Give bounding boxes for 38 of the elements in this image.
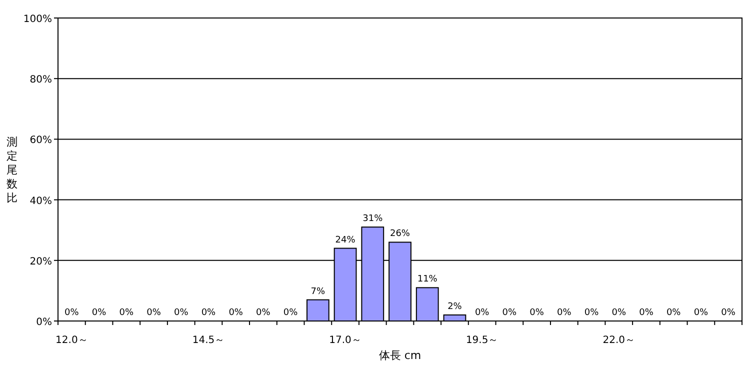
data-label: 0% — [694, 308, 709, 318]
x-tick-label: 19.5～ — [466, 335, 498, 346]
data-label: 0% — [92, 308, 107, 318]
x-tick-label: 12.0～ — [56, 335, 88, 346]
y-tick-label: 40% — [30, 196, 52, 207]
data-label: 0% — [530, 308, 544, 318]
y-tick-label: 80% — [30, 74, 52, 86]
data-label: 0% — [201, 308, 216, 318]
data-label: 2% — [448, 302, 462, 312]
data-label: 24% — [335, 235, 356, 246]
x-tick-label: 14.5～ — [192, 335, 225, 346]
y-tick-label: 60% — [30, 135, 52, 146]
data-label: 0% — [228, 308, 244, 318]
data-label: 0% — [474, 308, 490, 318]
data-label: 0% — [502, 308, 518, 318]
x-tick-label: 17.0～ — [329, 335, 362, 346]
y-tick-label: 100% — [23, 14, 52, 25]
data-label: 0% — [557, 308, 572, 318]
data-label: 0% — [584, 308, 600, 318]
data-label: 0% — [639, 308, 654, 318]
data-label: 0% — [721, 308, 736, 318]
data-label: 7% — [310, 286, 326, 297]
data-label: 0% — [256, 308, 271, 318]
y-tick-label: 20% — [30, 256, 52, 268]
data-label: 0% — [119, 308, 134, 318]
data-label: 0% — [64, 308, 80, 318]
data-label: 11% — [417, 274, 438, 285]
data-label: 26% — [390, 229, 410, 240]
x-axis-title: 体長 cm — [378, 349, 422, 362]
x-tick-label: 22.0～ — [602, 335, 636, 346]
y-axis-title: 測定尾数比 — [6, 136, 18, 204]
data-label: 0% — [146, 308, 162, 318]
data-label: 0% — [174, 308, 189, 318]
data-label: 0% — [666, 308, 682, 318]
data-label: 31% — [362, 214, 384, 224]
y-tick-label: 0% — [36, 317, 52, 328]
data-label: 0% — [283, 308, 298, 318]
data-label: 0% — [612, 308, 626, 318]
